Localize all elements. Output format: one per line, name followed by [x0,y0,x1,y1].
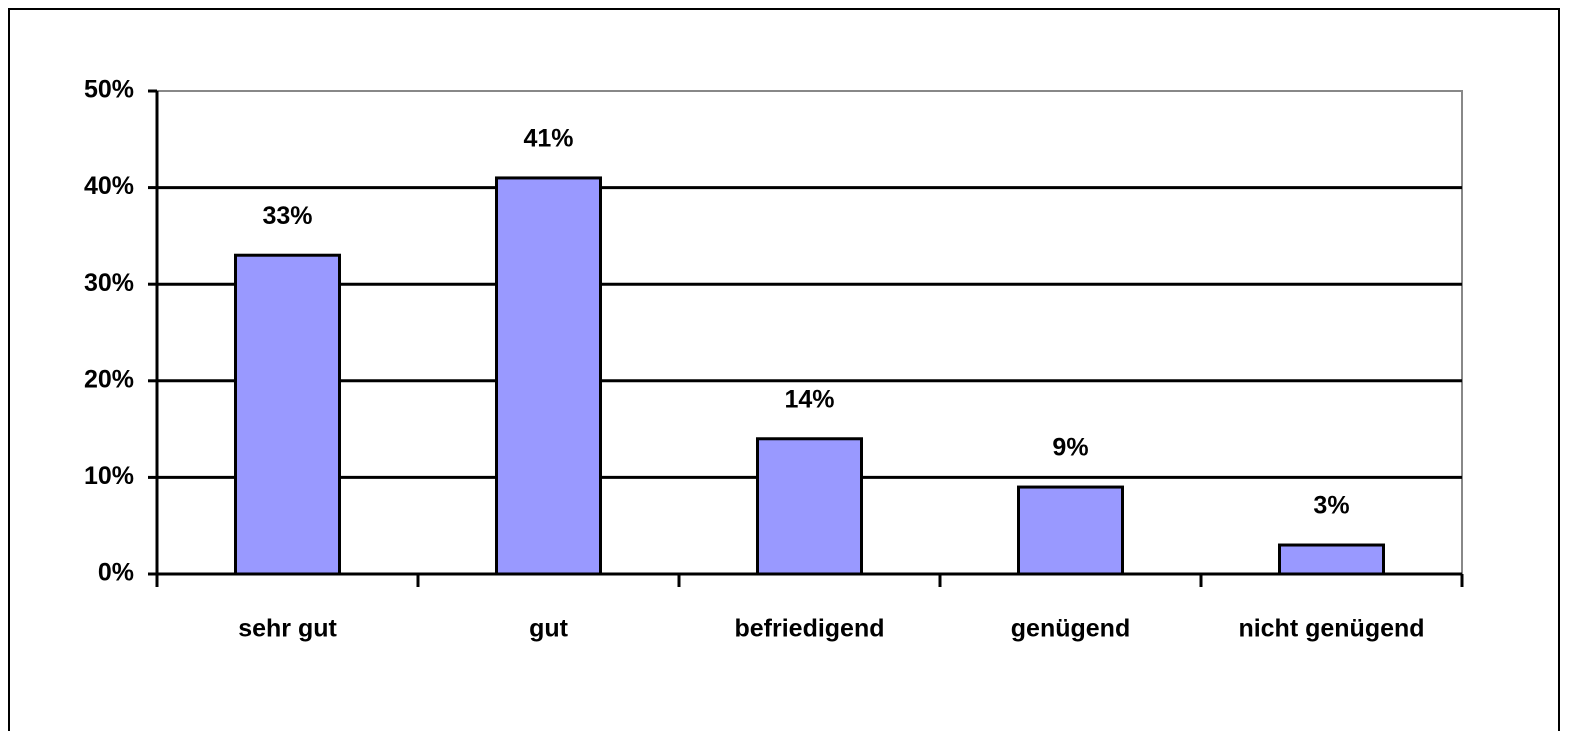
value-label: 3% [1313,492,1349,520]
bar [756,437,863,576]
bar [234,253,341,576]
y-tick-label: 30% [84,269,134,297]
bar [1017,485,1124,576]
x-tick-label: gut [529,615,569,643]
value-label: 9% [1052,434,1088,462]
value-label: 14% [784,385,834,413]
y-tick-label: 50% [84,76,134,104]
x-tick-label: nicht genügend [1238,615,1424,643]
x-tick-label: befriedigend [734,615,884,643]
y-tick-label: 40% [84,172,134,200]
y-tick-label: 10% [84,462,134,490]
value-label: 41% [523,125,573,153]
bar [495,176,602,576]
value-label: 33% [262,202,312,230]
y-tick-label: 20% [84,365,134,393]
y-tick-label: 0% [98,559,134,587]
x-tick-label: sehr gut [238,615,337,643]
x-tick-label: genügend [1011,615,1130,643]
bar [1278,543,1385,576]
